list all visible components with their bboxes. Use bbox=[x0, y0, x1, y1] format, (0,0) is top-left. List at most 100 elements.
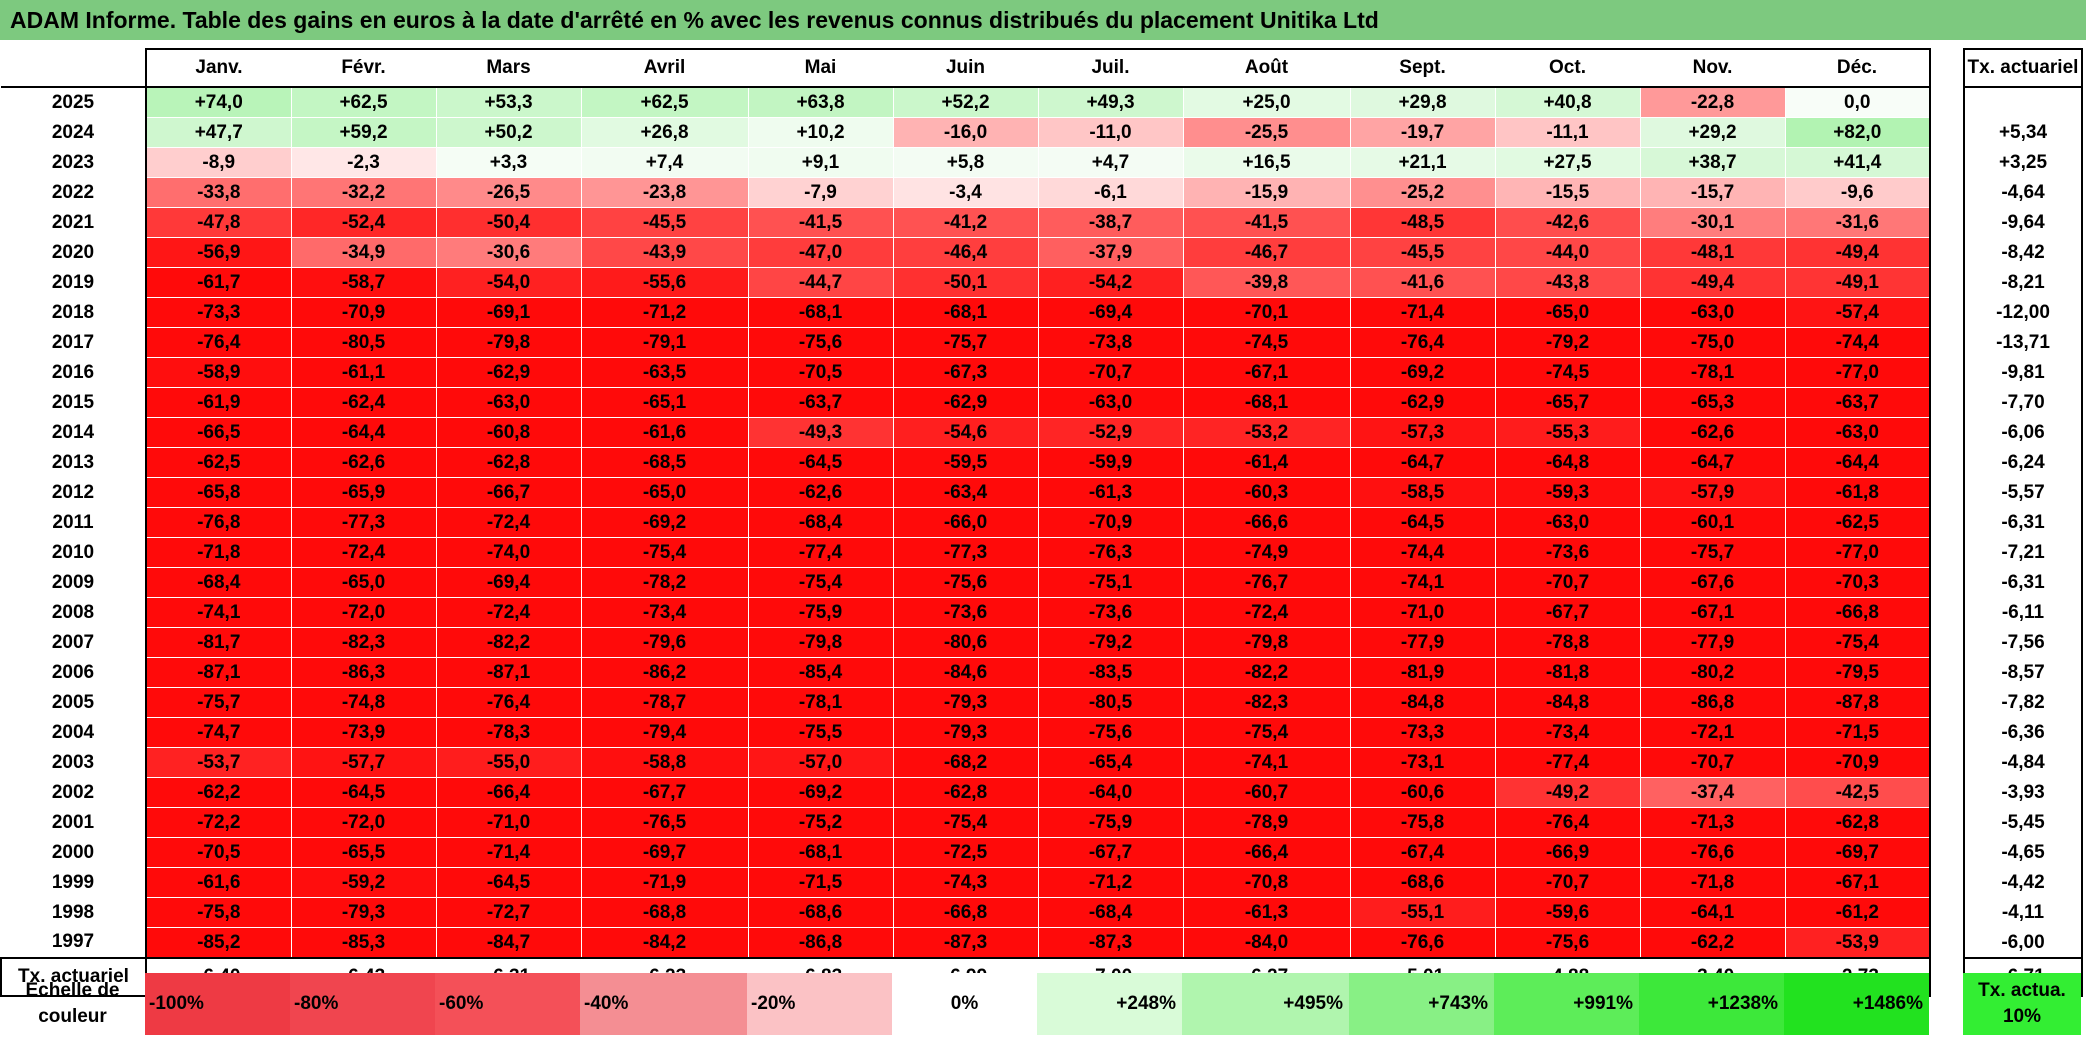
year-row: 2008 -74,1 -72,0 -72,4 -73,4 -75,9 -73,6 -73,6-… bbox=[1, 597, 2083, 628]
gain-cell: -73,4 bbox=[1495, 717, 1641, 748]
month-header: Sept. bbox=[1350, 48, 1495, 88]
gain-cell: -74,9 bbox=[1183, 537, 1351, 568]
tx-cell: -8,21 bbox=[1963, 267, 2083, 298]
gain-cell: -63,0 bbox=[436, 387, 582, 418]
year-row: 2014 -66,5 -64,4 -60,8 -61,6 -49,3 -54,6 -52,9-… bbox=[1, 417, 2083, 448]
gain-cell: -58,8 bbox=[581, 747, 749, 778]
year-label: 2016 bbox=[1, 357, 147, 388]
gain-cell: -76,4 bbox=[436, 687, 582, 718]
gain-cell: -73,3 bbox=[1350, 717, 1496, 748]
column-gap bbox=[1930, 117, 1964, 148]
gain-cell: -61,6 bbox=[581, 417, 749, 448]
gain-cell: -77,3 bbox=[893, 537, 1039, 568]
gain-cell: -72,0 bbox=[291, 597, 437, 628]
tx-cell: -4,11 bbox=[1963, 897, 2083, 928]
gain-cell: -74,1 bbox=[1183, 747, 1351, 778]
year-row: 2012 -65,8 -65,9 -66,7 -65,0 -62,6 -63,4 -61,3-… bbox=[1, 477, 2083, 508]
gain-cell: -75,6 bbox=[1038, 717, 1184, 748]
gain-cell: -74,5 bbox=[1495, 357, 1641, 388]
gain-cell: -64,0 bbox=[1038, 777, 1184, 808]
gain-cell: -67,4 bbox=[1350, 837, 1496, 868]
gain-cell: -71,9 bbox=[581, 867, 749, 898]
gain-cell: -59,9 bbox=[1038, 447, 1184, 478]
gain-cell: -43,8 bbox=[1495, 267, 1641, 298]
gain-cell: -64,5 bbox=[748, 447, 894, 478]
gain-cell: -74,5 bbox=[1183, 327, 1351, 358]
gain-cell: -62,8 bbox=[893, 777, 1039, 808]
gain-cell: -71,0 bbox=[1350, 597, 1496, 628]
gain-cell: -87,1 bbox=[146, 657, 292, 688]
gain-cell: -38,7 bbox=[1038, 207, 1184, 238]
gain-cell: +9,1 bbox=[748, 147, 894, 178]
tx-cell: -4,42 bbox=[1963, 867, 2083, 898]
gain-cell: -75,6 bbox=[893, 567, 1039, 598]
gain-cell: -78,8 bbox=[1495, 627, 1641, 658]
gain-cell: -67,3 bbox=[893, 357, 1039, 388]
gain-cell: -73,3 bbox=[146, 297, 292, 328]
gain-cell: -16,0 bbox=[893, 117, 1039, 148]
gain-cell: 0,0 bbox=[1785, 87, 1931, 118]
gain-cell: -15,9 bbox=[1183, 177, 1351, 208]
gain-cell: -75,7 bbox=[146, 687, 292, 718]
gain-cell: -9,6 bbox=[1785, 177, 1931, 208]
gain-cell: -66,4 bbox=[436, 777, 582, 808]
gain-cell: -45,5 bbox=[581, 207, 749, 238]
legend-step: 0% bbox=[892, 973, 1037, 1035]
gain-cell: -74,0 bbox=[436, 537, 582, 568]
gain-cell: -72,1 bbox=[1640, 717, 1786, 748]
gain-cell: -75,1 bbox=[1038, 567, 1184, 598]
year-row: 2025 +74,0 +62,5 +53,3 +62,5 +63,8 +52,2 +49,3 +… bbox=[1, 87, 2083, 118]
gain-cell: -46,7 bbox=[1183, 237, 1351, 268]
gain-cell: -63,0 bbox=[1785, 417, 1931, 448]
gain-cell: -76,4 bbox=[146, 327, 292, 358]
tx-cell: -9,81 bbox=[1963, 357, 2083, 388]
tx-cell: -8,42 bbox=[1963, 237, 2083, 268]
column-gap bbox=[1930, 447, 1964, 478]
tx-cell: +5,34 bbox=[1963, 117, 2083, 148]
gain-cell: -64,5 bbox=[436, 867, 582, 898]
gain-cell: -76,6 bbox=[1640, 837, 1786, 868]
gain-cell: -48,5 bbox=[1350, 207, 1496, 238]
gain-cell: -15,7 bbox=[1640, 177, 1786, 208]
gain-cell: -72,0 bbox=[291, 807, 437, 838]
year-label: 1998 bbox=[1, 897, 147, 928]
gain-cell: +4,7 bbox=[1038, 147, 1184, 178]
tx-cell bbox=[1963, 87, 2083, 118]
column-gap bbox=[1930, 237, 1964, 268]
gain-cell: -61,4 bbox=[1183, 447, 1351, 478]
gain-cell: -68,1 bbox=[1183, 387, 1351, 418]
gain-cell: -82,2 bbox=[1183, 657, 1351, 688]
legend-step: -100% bbox=[145, 973, 290, 1035]
gain-cell: -48,1 bbox=[1640, 237, 1786, 268]
gain-cell: -75,4 bbox=[893, 807, 1039, 838]
gain-cell: +49,3 bbox=[1038, 87, 1184, 118]
gain-cell: -70,3 bbox=[1785, 567, 1931, 598]
gain-cell: -33,8 bbox=[146, 177, 292, 208]
gain-cell: -78,2 bbox=[581, 567, 749, 598]
legend-step: +991% bbox=[1494, 973, 1639, 1035]
gain-cell: -87,1 bbox=[436, 657, 582, 688]
gain-cell: -54,6 bbox=[893, 417, 1039, 448]
year-row: 2000 -70,5 -65,5 -71,4 -69,7 -68,1 -72,5 -67,7-… bbox=[1, 837, 2083, 868]
gain-cell: -75,8 bbox=[146, 897, 292, 928]
year-row: 2021 -47,8 -52,4 -50,4 -45,5 -41,5 -41,2 -38,7-… bbox=[1, 207, 2083, 238]
gain-cell: -8,9 bbox=[146, 147, 292, 178]
tx-cell: -4,64 bbox=[1963, 177, 2083, 208]
gain-cell: -80,5 bbox=[291, 327, 437, 358]
gain-cell: -75,9 bbox=[748, 597, 894, 628]
gain-cell: -72,7 bbox=[436, 897, 582, 928]
column-gap bbox=[1930, 777, 1964, 808]
gain-cell: -64,7 bbox=[1640, 447, 1786, 478]
gain-cell: -64,4 bbox=[1785, 447, 1931, 478]
gain-cell: -62,9 bbox=[1350, 387, 1496, 418]
gain-cell: -84,0 bbox=[1183, 927, 1351, 959]
gain-cell: -68,6 bbox=[748, 897, 894, 928]
gain-cell: -30,1 bbox=[1640, 207, 1786, 238]
gain-cell: -74,4 bbox=[1350, 537, 1496, 568]
gain-cell: -74,4 bbox=[1785, 327, 1931, 358]
tx-cell: -3,93 bbox=[1963, 777, 2083, 808]
column-gap bbox=[1930, 717, 1964, 748]
column-gap bbox=[1930, 867, 1964, 898]
gain-cell: -75,4 bbox=[748, 567, 894, 598]
gain-cell: -63,4 bbox=[893, 477, 1039, 508]
